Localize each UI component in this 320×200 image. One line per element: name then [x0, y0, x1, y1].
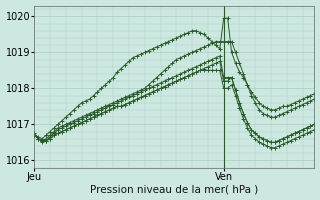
X-axis label: Pression niveau de la mer( hPa ): Pression niveau de la mer( hPa ) [90, 184, 259, 194]
